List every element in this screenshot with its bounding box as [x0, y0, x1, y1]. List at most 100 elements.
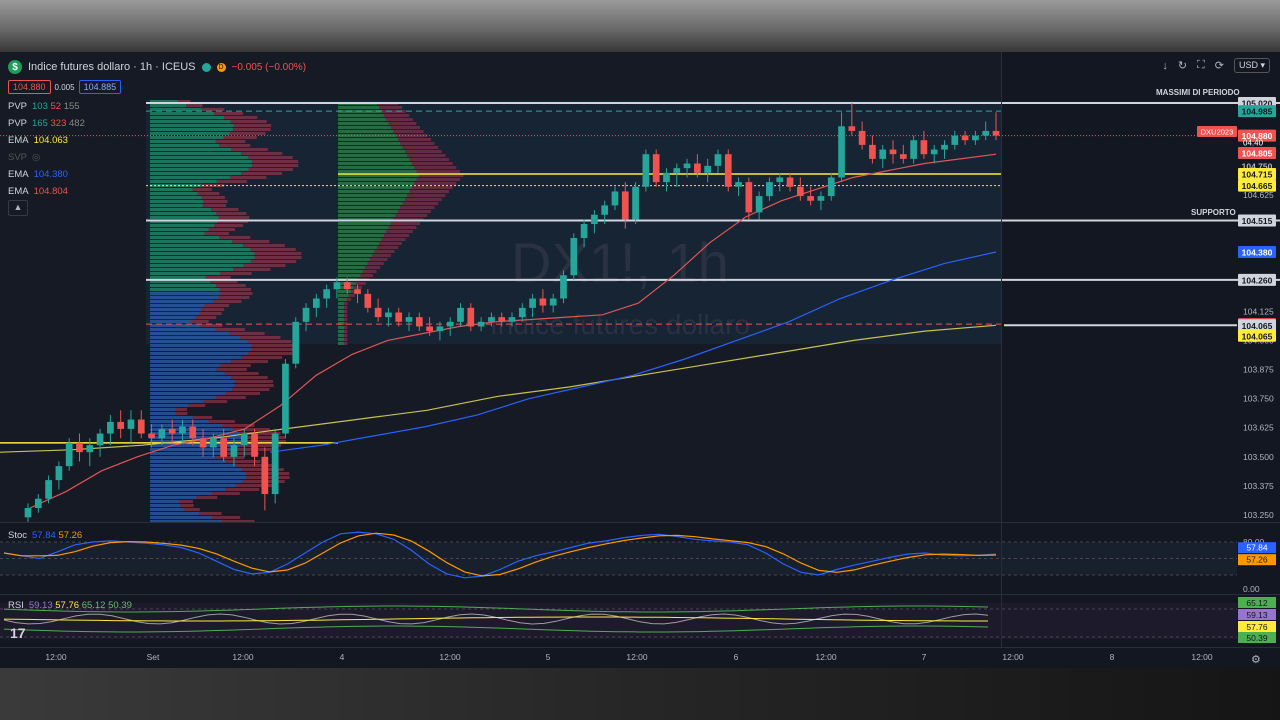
vp-bar — [214, 112, 243, 115]
vp-bar — [188, 404, 206, 407]
vp-bar — [222, 424, 255, 427]
vp-bar — [150, 256, 255, 259]
legend-ema-1[interactable]: EMA 104.063 — [8, 135, 68, 146]
candle-body — [45, 480, 52, 499]
price-tag: 104.805 — [1242, 149, 1273, 159]
vp-bar — [150, 228, 209, 231]
price-tick: 103.375 — [1243, 481, 1274, 491]
legend-rsi[interactable]: RSI 59.13 57.76 65.12 50.39 — [8, 600, 132, 611]
fullscreen-icon[interactable]: ⛶ — [1197, 59, 1205, 71]
vp-bar — [243, 440, 287, 443]
rsi-upper-band — [3, 605, 989, 613]
vp-bar — [150, 172, 242, 175]
vp-bar — [150, 112, 215, 115]
main-chart[interactable]: DX1!, 1h Indice futures dollaro 80.000.0… — [0, 52, 1280, 668]
vp-bar — [215, 328, 245, 331]
vp-bar — [248, 156, 293, 159]
stoch-d-tag-bg — [1238, 554, 1276, 566]
vp-bar — [199, 312, 222, 315]
vp-bar — [416, 178, 460, 181]
legend-stoch[interactable]: Stoc 57.84 57.26 — [8, 530, 83, 541]
vp-bar — [150, 424, 223, 427]
watermark-symbol: DX1!, 1h — [511, 231, 729, 294]
vp-bar — [223, 136, 257, 139]
candle-body — [601, 205, 609, 215]
stochastic-pane: 80.00 0.00 57.84 57.26 — [0, 531, 1276, 594]
vp-bar — [214, 224, 243, 227]
vp-bar — [402, 146, 439, 149]
vp-bar — [338, 294, 349, 297]
time-axis[interactable]: 12:00 Set 12:00 4 12:00 5 12:00 6 12:00 7 12:00 8 12… — [45, 652, 1213, 662]
vp-bar — [241, 152, 283, 155]
vp-bar — [150, 308, 202, 311]
vp-bar — [338, 118, 387, 121]
vp-bar — [338, 266, 366, 269]
vp-bar — [338, 194, 408, 197]
vp-bar — [150, 152, 242, 155]
vp-bar — [344, 330, 348, 333]
legend-ema-3[interactable]: EMA 104.804 — [8, 186, 68, 197]
candle-body — [282, 363, 289, 434]
vp-bar — [397, 138, 431, 141]
collapse-legend-button[interactable]: ▲ — [8, 200, 28, 216]
vp-bar — [150, 324, 200, 327]
candle-body — [827, 177, 835, 197]
candle-body — [127, 419, 135, 429]
candle-body — [312, 298, 320, 308]
vp-bar — [390, 222, 421, 225]
rsi-tag-bg — [1238, 632, 1276, 643]
vp-bar — [150, 212, 217, 215]
vp-bar — [150, 292, 221, 295]
vp-bar — [203, 400, 228, 403]
price-tag: 104.665 — [1242, 181, 1273, 191]
candle-body — [724, 154, 732, 187]
candle-body — [199, 438, 207, 448]
vp-bar — [150, 124, 234, 127]
price-tick: 103.750 — [1243, 394, 1274, 404]
redo-icon[interactable]: ↻ — [1177, 60, 1188, 72]
price-axis[interactable]: 104.625104.125104.000103.875103.750103.6… — [1238, 96, 1276, 520]
candle-body — [405, 317, 413, 322]
legend-pvp-2[interactable]: PVP 165 323 482 — [8, 118, 85, 129]
symbol-title[interactable]: Indice futures dollaro · 1h · ICEUS — [28, 61, 196, 73]
vp-bar — [338, 122, 389, 125]
vp-bar — [344, 314, 348, 317]
vp-bar — [150, 360, 232, 363]
refresh-icon[interactable]: ⟳ — [1214, 60, 1224, 72]
candle-body — [848, 126, 856, 131]
download-icon[interactable]: ↓ — [1162, 59, 1168, 72]
settings-gear-icon[interactable]: ⚙ — [1251, 654, 1261, 666]
vp-bar — [202, 204, 227, 207]
ask-button[interactable]: 104.885 — [78, 80, 122, 94]
candle-body — [920, 140, 928, 155]
legend-svp[interactable]: SVP ◎ — [8, 152, 41, 163]
vp-bar — [150, 356, 242, 359]
currency-select[interactable]: USD ▾ — [1233, 58, 1270, 73]
candle-body — [632, 186, 639, 220]
legend-ema-2[interactable]: EMA 104.380 — [8, 169, 68, 180]
bid-button[interactable]: 104.880 — [8, 80, 51, 94]
vp-bar — [150, 180, 217, 183]
candles — [24, 102, 1000, 522]
vp-bar — [338, 186, 412, 189]
eye-off-icon[interactable]: ◎ — [32, 152, 41, 163]
candle-body — [766, 182, 773, 197]
vp-bar — [150, 444, 241, 447]
vp-bar — [338, 234, 384, 237]
candle-body — [869, 144, 876, 159]
vp-bar — [201, 196, 225, 199]
legend-pvp-1[interactable]: PVP 103 52 155 — [8, 101, 80, 112]
vp-bar — [388, 122, 417, 125]
time-tick: 6 — [734, 652, 739, 662]
vp-bar — [150, 168, 249, 171]
vp-bar — [338, 310, 344, 313]
vp-bar — [150, 160, 253, 163]
vp-bar — [150, 100, 178, 103]
candle-body — [343, 282, 351, 290]
candle-body — [642, 154, 650, 187]
candle-body — [704, 165, 712, 173]
candle-body — [271, 433, 279, 495]
vp-bar — [338, 274, 361, 277]
vp-bar — [407, 154, 446, 157]
candle-body — [179, 426, 186, 434]
